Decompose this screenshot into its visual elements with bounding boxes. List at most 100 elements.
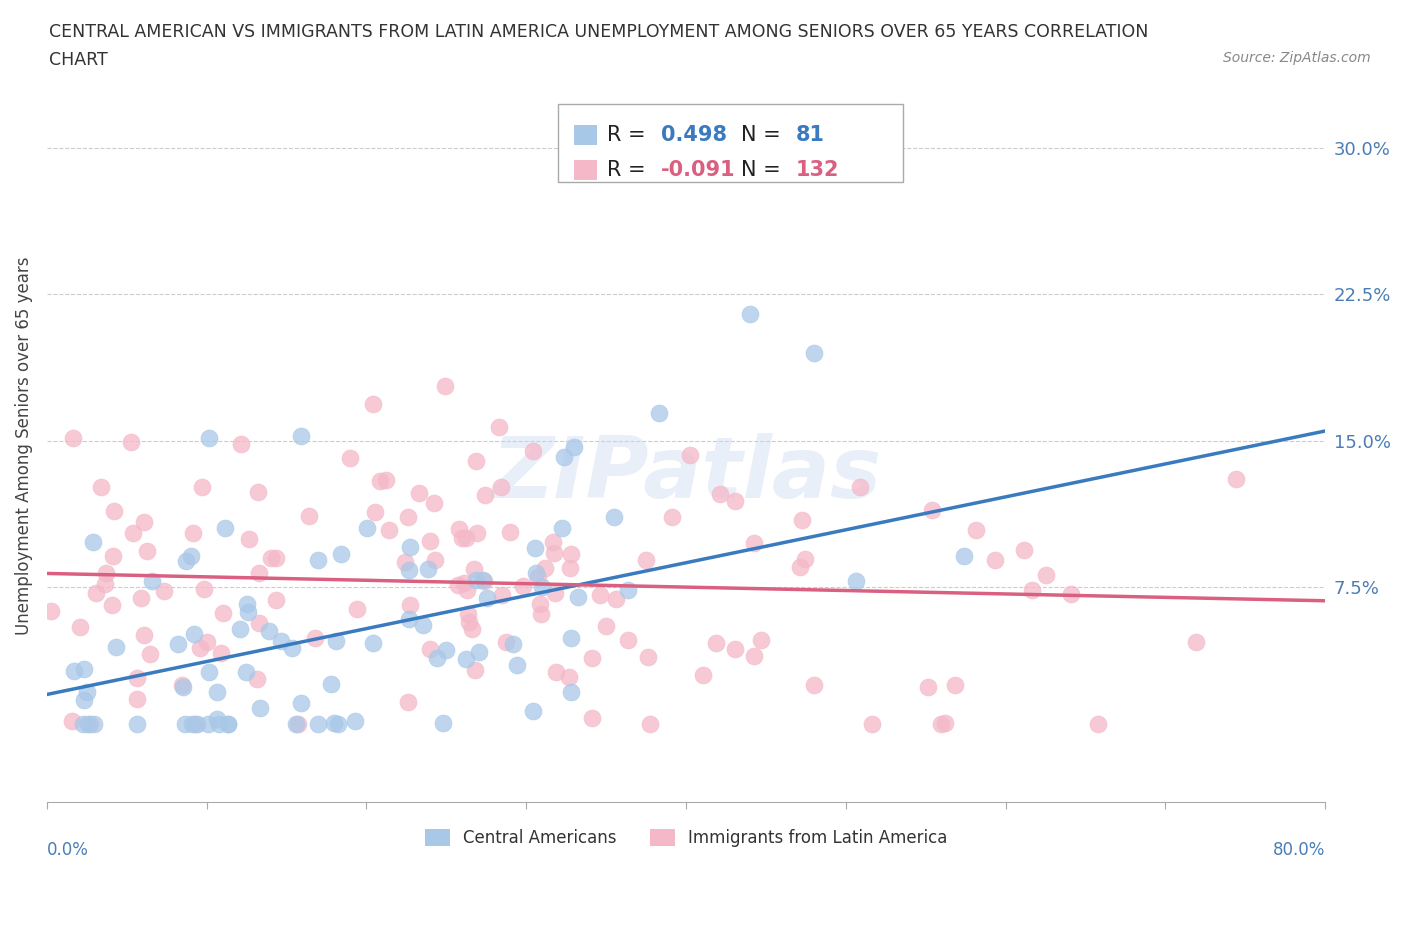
Y-axis label: Unemployment Among Seniors over 65 years: Unemployment Among Seniors over 65 years	[15, 257, 32, 635]
Point	[543, 546, 565, 561]
Point	[581, 711, 603, 726]
Point	[264, 551, 287, 565]
Point	[231, 437, 253, 452]
Point	[172, 677, 194, 692]
Point	[1035, 568, 1057, 583]
Point	[167, 636, 190, 651]
Text: 80.0%: 80.0%	[1272, 841, 1326, 859]
Point	[298, 508, 321, 523]
Point	[460, 621, 482, 636]
Point	[399, 539, 422, 554]
Point	[121, 525, 143, 540]
Point	[238, 531, 260, 546]
Point	[247, 485, 270, 499]
Point	[214, 521, 236, 536]
Bar	[574, 160, 596, 180]
Point	[567, 589, 589, 604]
Point	[530, 606, 553, 621]
Point	[304, 631, 326, 645]
Text: N =: N =	[741, 160, 780, 180]
Point	[581, 651, 603, 666]
Point	[290, 696, 312, 711]
Text: 0.498: 0.498	[661, 125, 727, 145]
Point	[704, 636, 727, 651]
Point	[132, 515, 155, 530]
Point	[463, 562, 485, 577]
Point	[432, 716, 454, 731]
Text: R =: R =	[607, 125, 645, 145]
Point	[603, 510, 626, 525]
Point	[637, 650, 659, 665]
Point	[472, 573, 495, 588]
Point	[419, 642, 441, 657]
Point	[396, 695, 419, 710]
Point	[247, 566, 270, 581]
Point	[62, 431, 84, 445]
Point	[1012, 543, 1035, 558]
Point	[368, 473, 391, 488]
Point	[529, 596, 551, 611]
Point	[1225, 472, 1247, 486]
Point	[679, 448, 702, 463]
Point	[522, 444, 544, 458]
Point	[229, 622, 252, 637]
Point	[69, 620, 91, 635]
Point	[456, 583, 478, 598]
Point	[105, 640, 128, 655]
Point	[499, 525, 522, 539]
Point	[474, 487, 496, 502]
Point	[921, 502, 943, 517]
FancyBboxPatch shape	[558, 103, 904, 182]
Point	[489, 479, 512, 494]
Point	[495, 634, 517, 649]
Point	[260, 551, 283, 565]
Point	[803, 345, 825, 360]
Point	[103, 504, 125, 519]
Point	[330, 546, 353, 561]
Point	[328, 716, 350, 731]
Point	[364, 505, 387, 520]
Point	[616, 583, 638, 598]
Point	[325, 634, 347, 649]
Point	[544, 665, 567, 680]
Point	[488, 420, 510, 435]
Point	[502, 637, 524, 652]
Point	[209, 645, 232, 660]
Point	[595, 618, 617, 633]
Point	[526, 566, 548, 581]
Point	[378, 523, 401, 538]
Point	[458, 614, 481, 629]
Point	[789, 560, 811, 575]
Text: Source: ZipAtlas.com: Source: ZipAtlas.com	[1223, 51, 1371, 65]
Point	[101, 597, 124, 612]
Point	[534, 560, 557, 575]
Point	[76, 684, 98, 699]
Point	[135, 544, 157, 559]
Point	[560, 684, 582, 699]
Point	[917, 680, 939, 695]
Point	[235, 665, 257, 680]
Point	[724, 642, 747, 657]
Point	[270, 633, 292, 648]
Point	[447, 521, 470, 536]
Point	[191, 479, 214, 494]
Point	[120, 434, 142, 449]
Point	[198, 431, 221, 445]
Point	[541, 535, 564, 550]
Point	[419, 534, 441, 549]
Point	[398, 563, 420, 578]
Text: -0.091: -0.091	[661, 160, 735, 180]
Point	[648, 406, 671, 421]
Point	[398, 598, 420, 613]
Point	[929, 716, 952, 731]
Point	[141, 574, 163, 589]
Point	[127, 692, 149, 707]
Point	[426, 651, 449, 666]
Point	[207, 711, 229, 726]
Point	[560, 547, 582, 562]
Point	[236, 604, 259, 619]
Point	[134, 628, 156, 643]
Point	[184, 716, 207, 731]
Point	[742, 536, 765, 551]
Point	[197, 664, 219, 679]
